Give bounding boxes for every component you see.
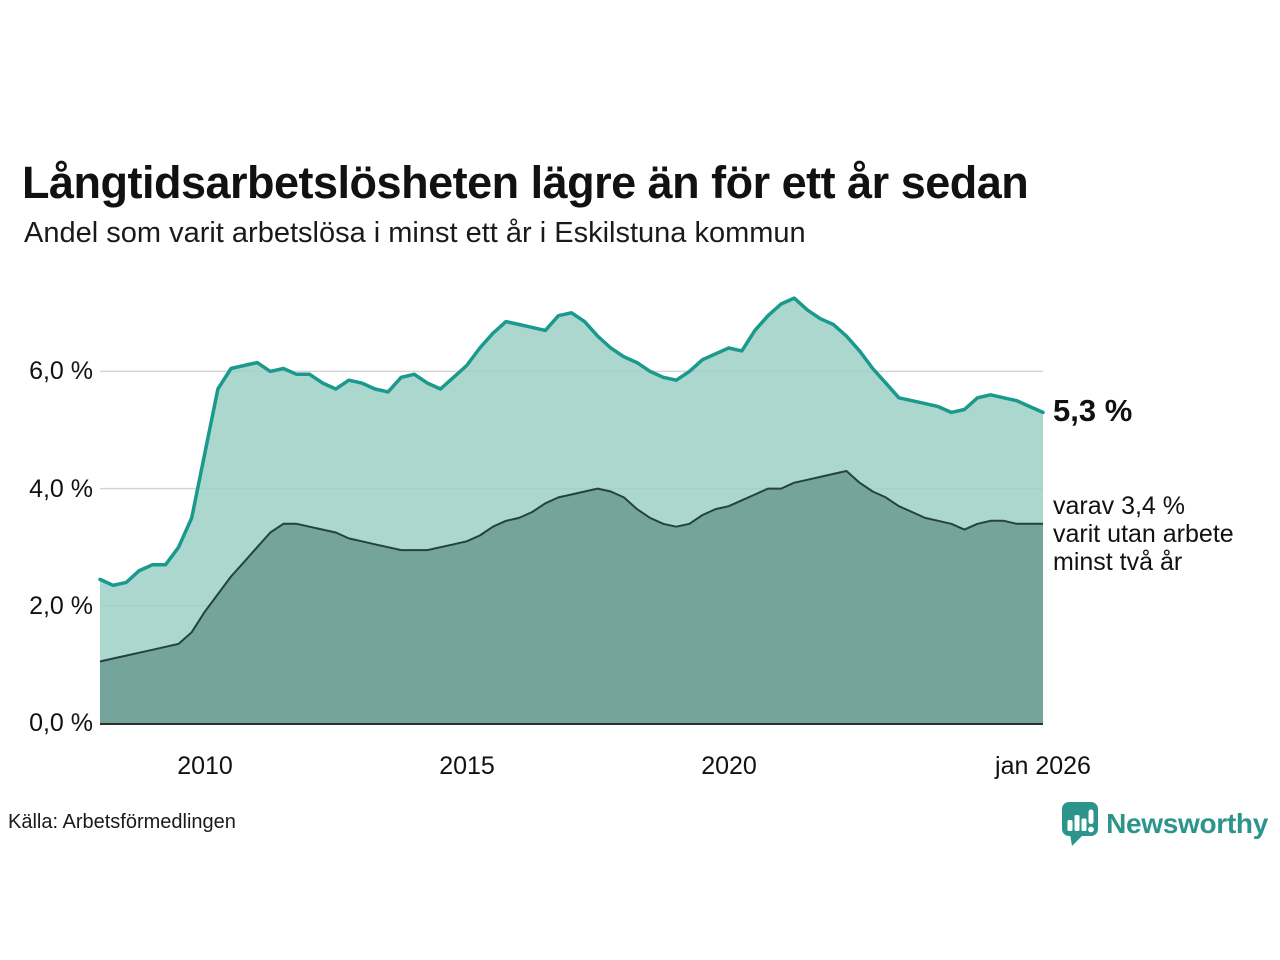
source-credit: Källa: Arbetsförmedlingen — [8, 811, 236, 833]
x-tick-label: 2010 — [177, 752, 233, 780]
x-tick-label: jan 2026 — [995, 752, 1091, 780]
line-one-year — [98, 296, 1045, 588]
y-tick-label: 2,0 % — [29, 592, 93, 620]
end-note-line: varit utan arbete — [1053, 520, 1234, 548]
end-note-line: varav 3,4 % — [1053, 492, 1186, 520]
line-two-years — [99, 470, 1043, 663]
end-note-line: minst två år — [1053, 548, 1183, 576]
y-tick-label: 6,0 % — [29, 357, 93, 385]
chart-subtitle: Andel som varit arbetslösa i minst ett å… — [24, 217, 806, 249]
end-note-label: varav 3,4 % varit utan arbete minst två … — [1053, 492, 1234, 576]
y-tick-label: 4,0 % — [29, 475, 93, 503]
y-tick-label: 0,0 % — [29, 709, 93, 737]
x-tick-label: 2015 — [439, 752, 495, 780]
x-tick-label: 2020 — [701, 752, 757, 780]
end-value-label: 5,3 % — [1053, 393, 1133, 428]
page-title: Långtidsarbetslösheten lägre än för ett … — [22, 157, 1029, 209]
area-two-years — [100, 471, 1043, 723]
newsworthy-wordmark: Newsworthy — [1106, 808, 1268, 839]
newsworthy-logo: Newsworthy — [1061, 801, 1268, 847]
newsworthy-icon — [1062, 802, 1099, 846]
